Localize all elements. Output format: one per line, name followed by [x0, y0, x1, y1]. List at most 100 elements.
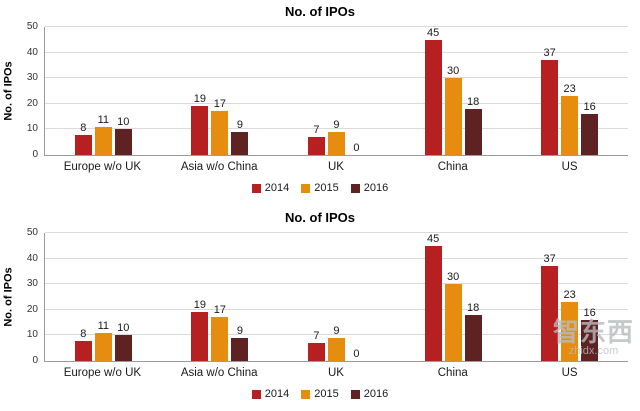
x-category-label: Asia w/o China: [180, 367, 258, 379]
legend-label: 2014: [264, 388, 290, 400]
bar-wrap: 7: [307, 27, 325, 155]
legend-label: 2015: [314, 182, 339, 194]
plot-column: 8 11 10 19 17 9 7 9 0 45 30 18 37 23 16 Europe w/o UK As…: [44, 26, 640, 178]
gridline: [45, 308, 628, 310]
x-category-label: US: [561, 161, 578, 173]
bar-value-label: 8: [80, 327, 87, 340]
bar-2016: [464, 314, 482, 361]
bar-value-label: 16: [583, 307, 596, 320]
bar-2014: [74, 340, 92, 361]
y-axis-label-wrap: No. of IPOs: [0, 233, 18, 361]
bar-wrap: 18: [464, 27, 482, 155]
bar-wrap: 19: [191, 27, 209, 155]
bar-value-label: 18: [466, 95, 480, 108]
x-category-label: China: [437, 367, 468, 379]
bar-value-label: 10: [117, 322, 130, 335]
chart-body: No. of IPOs 0 10 20 30 40 50 8 11 10 19 17 9 7 9 0 45 30 1…: [0, 22, 640, 178]
bar-value-label: 10: [117, 116, 130, 129]
legend-item: 2014: [251, 182, 290, 194]
legend-item: 2016: [350, 388, 388, 400]
bar-value-label: 7: [313, 330, 320, 343]
bar-wrap: 0: [348, 233, 365, 361]
chart-title: No. of IPOs: [284, 210, 356, 225]
legend: 2014 2015 2016: [0, 180, 640, 196]
bar-2014: [541, 266, 559, 361]
bar-wrap: 17: [211, 27, 229, 155]
bar-2014: [424, 40, 442, 155]
legend-swatch: [251, 183, 261, 193]
bar-wrap: 17: [211, 233, 229, 361]
y-tick-label: 30: [26, 72, 38, 84]
legend-label: 2016: [363, 182, 389, 194]
gridline: [45, 128, 628, 130]
bar-2015: [327, 337, 345, 361]
x-category-label: Asia w/o China: [180, 161, 258, 173]
bar-wrap: 11: [94, 233, 112, 361]
bar-group: 37 23 16: [511, 233, 628, 361]
bar-2016: [231, 337, 249, 361]
bar-value-label: 8: [80, 121, 87, 134]
y-axis-label-wrap: No. of IPOs: [0, 27, 18, 155]
bar-wrap: 19: [191, 233, 209, 361]
legend-item: 2015: [301, 182, 339, 194]
x-category-label: Europe w/o UK: [63, 367, 142, 379]
bar-value-label: 23: [563, 83, 576, 96]
y-tick-label: 0: [32, 149, 38, 160]
bar-2015: [561, 96, 579, 155]
legend-swatch: [301, 183, 311, 193]
gridline: [45, 232, 628, 233]
bar-value-label: 17: [213, 304, 227, 317]
legend-label: 2014: [264, 182, 290, 194]
x-category-label: China: [437, 161, 468, 173]
bar-value-label: 37: [543, 253, 556, 266]
bar-wrap: 10: [114, 233, 132, 361]
bar-wrap: 11: [94, 27, 112, 155]
gridline: [45, 26, 628, 27]
y-axis-ticks: 0 10 20 30 40 50: [18, 22, 44, 160]
chart-body: No. of IPOs 0 10 20 30 40 50 8 11 10 19 17 9 7 9 0 45 30 1…: [0, 228, 640, 384]
bar-2015: [444, 284, 462, 361]
x-category-label: UK: [328, 367, 344, 379]
ipo-chart-top: No. of IPOs No. of IPOs 0 10 20 30 40 50 8 11 10 19…: [0, 4, 640, 196]
bar-2016: [464, 108, 482, 155]
chart-title: No. of IPOs: [284, 4, 356, 19]
gridline: [45, 51, 628, 53]
bar-groups: 8 11 10 19 17 9 7 9 0 45 30 18 37 23 16: [45, 27, 628, 155]
plot-column: 8 11 10 19 17 9 7 9 0 45 30 18 37 23 16 Europe w/o UK As…: [44, 232, 640, 384]
bar-group: 37 23 16: [511, 27, 628, 155]
bar-2015: [211, 317, 229, 361]
bar-group: 45 30 18: [395, 27, 512, 155]
bar-2015: [561, 302, 579, 361]
y-tick-label: 10: [26, 123, 38, 135]
bar-value-label: 18: [466, 301, 480, 314]
bar-2016: [114, 335, 132, 361]
y-tick-label: 20: [26, 303, 38, 315]
bar-wrap: 37: [541, 27, 559, 155]
bar-2014: [307, 137, 325, 155]
bar-value-label: 9: [236, 118, 243, 131]
bar-value-label: 30: [446, 271, 460, 284]
bar-value-label: 0: [353, 348, 360, 360]
y-tick-label: 10: [26, 329, 38, 341]
bar-value-label: 11: [97, 113, 109, 126]
y-axis-label: No. of IPOs: [3, 267, 15, 327]
bar-value-label: 45: [426, 27, 440, 39]
legend-item: 2015: [301, 388, 339, 400]
legend: 2014 2015 2016: [0, 386, 640, 402]
bar-group: 19 17 9: [162, 27, 279, 155]
bar-value-label: 16: [583, 101, 596, 114]
legend-item: 2014: [251, 388, 290, 400]
plot-area: 8 11 10 19 17 9 7 9 0 45 30 18 37 23 16: [44, 232, 628, 362]
bar-value-label: 19: [193, 93, 207, 106]
bar-value-label: 0: [353, 142, 360, 154]
bar-value-label: 19: [193, 299, 207, 312]
legend-label: 2015: [314, 388, 339, 400]
bar-value-label: 9: [236, 324, 243, 337]
x-category-label: UK: [328, 161, 344, 173]
bar-2014: [307, 343, 325, 361]
legend-swatch: [350, 389, 360, 399]
ipo-chart-bottom: No. of IPOs No. of IPOs 0 10 20 30 40 50 8 11 10 19…: [0, 210, 640, 402]
bar-wrap: 18: [464, 233, 482, 361]
x-axis-labels: Europe w/o UK Asia w/o China UK China US: [44, 362, 628, 384]
